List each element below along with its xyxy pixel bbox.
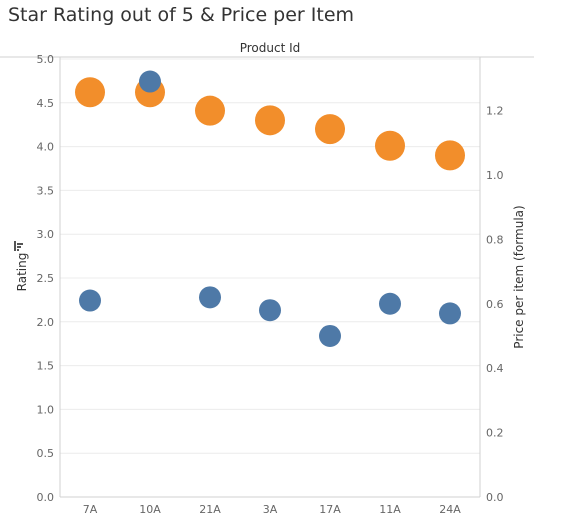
- left-tick-label: 2.0: [37, 316, 55, 329]
- left-axis-ticks: 0.0 0.5 1.0 1.5 2.0 2.5 3.0 3.5 4.0 4.5 5.0: [37, 53, 55, 504]
- price-point[interactable]: [199, 286, 221, 309]
- right-tick-label: 1.0: [486, 169, 504, 182]
- rating-point[interactable]: [435, 140, 465, 171]
- chart-title: Star Rating out of 5 & Price per Item: [8, 4, 355, 26]
- right-tick-label: 0.6: [486, 298, 504, 311]
- right-axis-label: Price per item (formula): [512, 205, 526, 348]
- price-point[interactable]: [439, 302, 461, 325]
- right-tick-label: 1.2: [486, 105, 504, 118]
- rating-point[interactable]: [315, 114, 345, 145]
- left-tick-label: 4.0: [37, 141, 55, 154]
- rating-point[interactable]: [195, 95, 225, 126]
- right-tick-label: 0.0: [486, 491, 504, 504]
- left-tick-label: 4.5: [37, 97, 55, 110]
- right-axis-ticks: 0.0 0.2 0.4 0.6 0.8 1.0 1.2: [486, 105, 504, 504]
- price-point[interactable]: [319, 324, 341, 347]
- x-tick-label: 3A: [263, 503, 278, 516]
- header-label: Product Id: [240, 41, 301, 55]
- x-tick-label: 7A: [83, 503, 98, 516]
- left-tick-label: 2.5: [37, 272, 55, 285]
- price-point[interactable]: [79, 289, 101, 312]
- x-tick-label: 17A: [319, 503, 341, 516]
- data-marks: [75, 70, 465, 347]
- axes: [0, 56, 534, 498]
- x-tick-label: 10A: [139, 503, 161, 516]
- right-tick-label: 0.4: [486, 362, 504, 375]
- left-tick-label: 3.5: [37, 184, 55, 197]
- sort-icon[interactable]: [14, 241, 23, 251]
- price-point[interactable]: [139, 70, 161, 93]
- left-tick-label: 0.0: [37, 491, 55, 504]
- left-tick-label: 0.5: [37, 447, 55, 460]
- x-tick-label: 11A: [379, 503, 401, 516]
- rating-point[interactable]: [375, 130, 405, 161]
- price-point[interactable]: [379, 292, 401, 315]
- left-tick-label: 3.0: [37, 228, 55, 241]
- left-axis-label: Rating: [15, 253, 29, 292]
- x-tick-label: 24A: [439, 503, 461, 516]
- left-tick-label: 1.0: [37, 403, 55, 416]
- x-tick-label: 21A: [199, 503, 221, 516]
- rating-point[interactable]: [255, 105, 285, 136]
- price-point[interactable]: [259, 299, 281, 322]
- right-tick-label: 0.2: [486, 427, 504, 440]
- left-tick-label: 1.5: [37, 360, 55, 373]
- right-tick-label: 0.8: [486, 233, 504, 246]
- left-tick-label: 5.0: [37, 53, 55, 66]
- x-axis-ticks: 7A 10A 21A 3A 17A 11A 24A: [83, 503, 461, 516]
- rating-point[interactable]: [75, 77, 105, 108]
